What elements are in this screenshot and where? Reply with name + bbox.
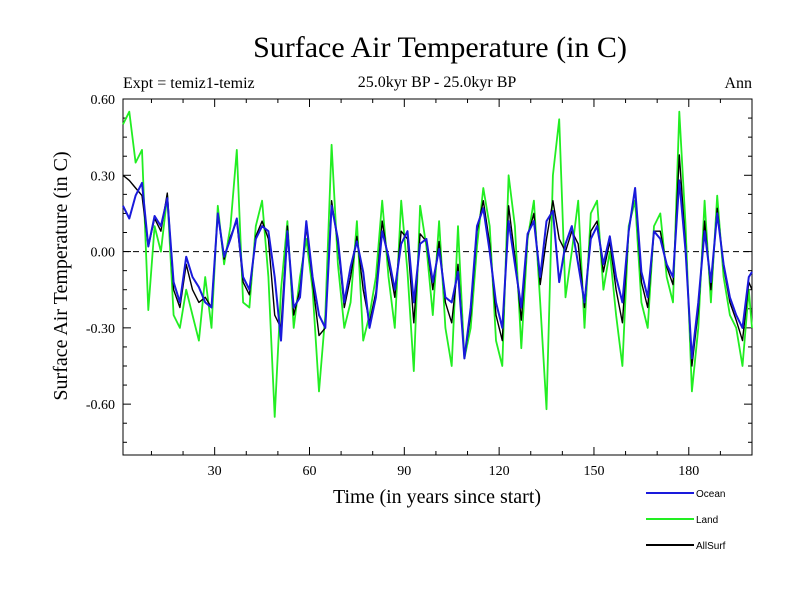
x-tick-label: 120 xyxy=(489,464,510,479)
legend-label-ocean: Ocean xyxy=(696,489,725,500)
y-tick-label: 0.60 xyxy=(91,93,116,108)
x-tick-label: 150 xyxy=(583,464,604,479)
y-tick-label: -0.30 xyxy=(86,322,115,337)
chart-title: Surface Air Temperature (in C) xyxy=(253,31,627,64)
series-line-ocean xyxy=(122,179,753,360)
legend: Ocean Land AllSurf xyxy=(646,489,726,552)
plot-frame xyxy=(122,98,753,456)
x-tick-label: 90 xyxy=(397,464,411,479)
plot-area: 0.60 0.30 0.00 -0.30 -0.60 30 60 90 120 150 180 xyxy=(86,93,753,479)
chart-subtitle: 25.0kyr BP - 25.0kyr BP xyxy=(358,74,517,91)
y-tick-label: 0.30 xyxy=(91,169,116,184)
season-label: Ann xyxy=(724,75,752,92)
series-line-land xyxy=(122,110,753,418)
y-tick-label: 0.00 xyxy=(91,246,116,261)
y-axis-label: Surface Air Temperature (in C) xyxy=(50,151,72,400)
x-tick-label: 60 xyxy=(302,464,316,479)
x-axis-label: Time (in years since start) xyxy=(333,486,541,508)
x-tick-label: 180 xyxy=(678,464,699,479)
experiment-label: Expt = temiz1-temiz xyxy=(123,75,255,92)
legend-label-land: Land xyxy=(696,515,718,526)
legend-label-allsurf: AllSurf xyxy=(696,541,726,552)
x-tick-label: 30 xyxy=(208,464,222,479)
y-tick-label: -0.60 xyxy=(86,398,115,413)
